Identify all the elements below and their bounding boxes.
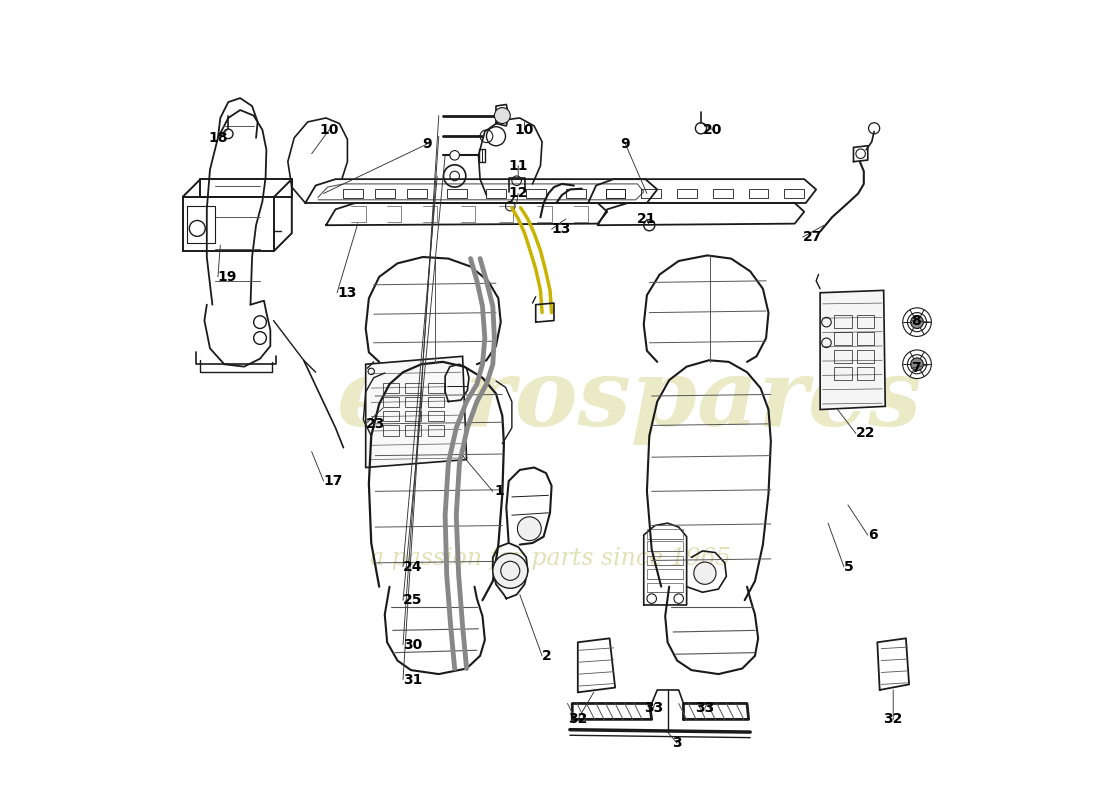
Bar [526, 189, 546, 198]
Text: 21: 21 [637, 212, 657, 226]
Bar [428, 411, 443, 422]
Text: 17: 17 [323, 474, 343, 488]
Circle shape [517, 517, 541, 541]
Text: 18: 18 [208, 131, 228, 145]
Bar [406, 397, 421, 407]
Text: 13: 13 [551, 222, 571, 236]
Text: 5: 5 [844, 560, 854, 574]
Polygon shape [365, 356, 466, 467]
Bar [428, 382, 443, 393]
Bar [857, 367, 874, 380]
Bar [835, 350, 851, 362]
Text: 10: 10 [515, 123, 535, 137]
Text: 1: 1 [494, 484, 504, 498]
Text: 6: 6 [868, 528, 878, 542]
Text: 32: 32 [568, 712, 587, 726]
Circle shape [911, 316, 923, 329]
Circle shape [694, 562, 716, 584]
Text: eurospares: eurospares [337, 355, 922, 445]
Text: a passion for parts since 1965: a passion for parts since 1965 [370, 547, 730, 570]
Text: 31: 31 [403, 673, 422, 686]
Circle shape [493, 554, 528, 588]
Text: 20: 20 [703, 123, 723, 137]
Text: 22: 22 [856, 426, 876, 440]
Text: 32: 32 [883, 712, 903, 726]
Text: 24: 24 [403, 560, 422, 574]
Text: 12: 12 [508, 186, 528, 201]
Text: 8: 8 [912, 314, 921, 327]
Bar [447, 189, 466, 198]
Bar [606, 189, 626, 198]
Bar [383, 426, 399, 436]
Text: 27: 27 [803, 230, 822, 244]
Text: 19: 19 [218, 270, 238, 284]
Circle shape [494, 108, 510, 123]
Bar [406, 382, 421, 393]
Bar [835, 367, 851, 380]
Bar [343, 189, 363, 198]
Circle shape [450, 150, 460, 160]
Text: 11: 11 [508, 158, 528, 173]
Bar [486, 189, 506, 198]
Bar [565, 189, 585, 198]
Polygon shape [821, 290, 886, 410]
Text: 7: 7 [912, 362, 921, 375]
Bar [406, 426, 421, 436]
Bar [606, 189, 626, 198]
Text: 3: 3 [672, 736, 682, 750]
Text: 2: 2 [542, 649, 552, 663]
Text: 9: 9 [422, 137, 431, 151]
Bar [383, 411, 399, 422]
Bar [428, 397, 443, 407]
Bar [857, 333, 874, 345]
Text: 23: 23 [365, 417, 385, 431]
Bar [857, 350, 874, 362]
Text: 33: 33 [695, 702, 715, 715]
Text: 9: 9 [620, 137, 630, 151]
Bar [835, 315, 851, 328]
Text: 13: 13 [337, 286, 356, 300]
Bar [428, 426, 443, 436]
Bar [784, 189, 804, 198]
Bar [375, 189, 395, 198]
Circle shape [911, 358, 923, 370]
Bar [406, 411, 421, 422]
Bar [857, 315, 874, 328]
Bar [641, 189, 661, 198]
Text: 33: 33 [644, 702, 663, 715]
Bar [383, 397, 399, 407]
Text: 10: 10 [319, 123, 339, 137]
Text: 25: 25 [403, 594, 422, 607]
Text: 30: 30 [403, 638, 422, 652]
Bar [383, 382, 399, 393]
Bar [749, 189, 769, 198]
Bar [407, 189, 427, 198]
Bar [678, 189, 697, 198]
Bar [713, 189, 733, 198]
Bar [835, 333, 851, 345]
